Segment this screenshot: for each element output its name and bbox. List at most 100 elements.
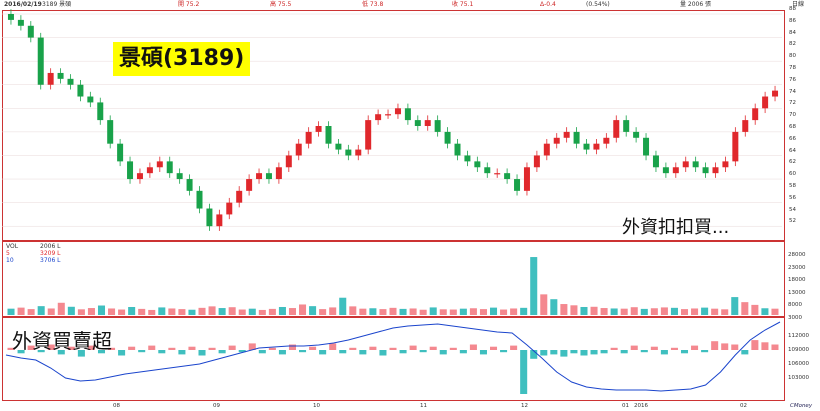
foreign-bar <box>550 350 558 355</box>
candle-body <box>355 149 362 156</box>
quote-close: 收 75.1 <box>452 1 474 8</box>
volume-bar <box>459 308 467 315</box>
candle-body <box>702 167 709 174</box>
candle-body <box>573 131 580 144</box>
candle-body <box>186 179 193 191</box>
volume-tick-label: 8000 <box>788 302 802 308</box>
volume-bar <box>419 309 427 315</box>
foreign-bar <box>459 350 467 354</box>
candle-body <box>305 131 312 144</box>
volume-bar <box>610 308 618 315</box>
volume-bar <box>640 308 648 315</box>
volume-bar <box>469 308 477 315</box>
foreign-bar <box>218 350 226 354</box>
candle-body <box>543 143 550 156</box>
candle-body <box>325 126 332 144</box>
foreign-bar <box>278 350 286 355</box>
foreign-bar <box>620 350 628 354</box>
candle-body <box>444 131 451 144</box>
foreign-bar <box>67 346 75 350</box>
foreign-bar <box>500 350 508 353</box>
volume-bar <box>570 305 578 315</box>
candle-body <box>246 179 253 191</box>
foreign-bar <box>510 345 518 350</box>
volume-panel[interactable] <box>2 241 785 317</box>
foreign-tick-label: 112000 <box>788 333 809 339</box>
candle-body <box>87 96 94 103</box>
volume-legend: VOL 2006 L 5 3209 L 10 3706 L <box>6 243 61 264</box>
price-tick-label: 58 <box>789 183 796 189</box>
foreign-panel[interactable] <box>2 317 785 401</box>
volume-bar <box>540 294 548 315</box>
quote-period: 日線 <box>792 1 805 8</box>
foreign-bar <box>369 346 377 350</box>
price-tick-label: 68 <box>789 124 796 130</box>
foreign-bar <box>228 345 236 350</box>
price-tick-label: 74 <box>789 88 796 95</box>
foreign-bar <box>198 350 206 356</box>
candle-body <box>563 131 570 138</box>
candle-body <box>256 173 263 180</box>
candle-body <box>315 126 322 132</box>
volume-tick-label: 23000 <box>788 264 806 271</box>
foreign-bar <box>650 346 658 350</box>
candle-body <box>47 72 54 85</box>
volume-bar <box>77 309 85 315</box>
price-tick-label: 60 <box>789 171 796 178</box>
candle-body <box>27 25 34 38</box>
foreign-bar <box>188 346 196 350</box>
quote-stock: 3189 景碩 <box>42 1 72 8</box>
cmoney-logo: CMoney <box>790 403 813 409</box>
price-note: 外資扣扣買... <box>622 217 730 238</box>
candle-body <box>17 19 24 26</box>
candle-body <box>275 167 282 180</box>
foreign-bar <box>389 347 397 350</box>
volume-bar <box>118 309 126 315</box>
price-tick-label: 88 <box>789 6 796 12</box>
foreign-bar <box>640 350 648 353</box>
quote-change: Δ-0.4 <box>540 1 556 8</box>
foreign-bar <box>258 350 266 354</box>
foreign-bar <box>751 340 759 350</box>
volume-bar <box>349 306 357 315</box>
volume-bar <box>550 299 558 315</box>
price-tick-label: 52 <box>789 218 796 225</box>
foreign-bar <box>630 345 638 350</box>
foreign-bar <box>379 350 387 356</box>
foreign-bar <box>349 347 357 350</box>
foreign-bar <box>77 350 85 357</box>
candle-body <box>127 161 134 180</box>
foreign-tick-label: 109000 <box>788 347 809 353</box>
candle-body <box>533 155 540 168</box>
volume-bar <box>399 308 407 315</box>
foreign-bar <box>761 342 769 350</box>
volume-bar <box>198 307 206 315</box>
quote-date: 2016/02/19 <box>4 1 42 8</box>
foreign-bar <box>248 343 256 350</box>
foreign-bar <box>530 350 538 359</box>
candle-body <box>732 131 739 162</box>
candle-body <box>553 137 560 144</box>
candle-body <box>484 167 491 174</box>
foreign-bar <box>741 350 749 355</box>
volume-bar <box>731 297 739 315</box>
candle-body <box>375 114 382 121</box>
volume-bar <box>711 308 719 315</box>
legend-label: VOL <box>6 243 19 250</box>
foreign-bar <box>208 347 216 350</box>
candle-body <box>633 131 640 138</box>
candle-body <box>414 120 421 126</box>
candle-body <box>682 161 689 168</box>
volume-bar <box>771 308 779 315</box>
price-panel[interactable] <box>2 10 785 241</box>
foreign-bar <box>439 350 447 355</box>
date-tick-label: 11 <box>420 403 427 409</box>
foreign-bar <box>771 344 779 350</box>
foreign-bar <box>469 344 477 350</box>
foreign-bar <box>138 350 146 353</box>
candle-body <box>226 202 233 215</box>
volume-bar <box>309 306 317 315</box>
candle-body <box>7 14 14 20</box>
candle-body <box>345 149 352 156</box>
price-tick-label: 82 <box>789 41 796 48</box>
